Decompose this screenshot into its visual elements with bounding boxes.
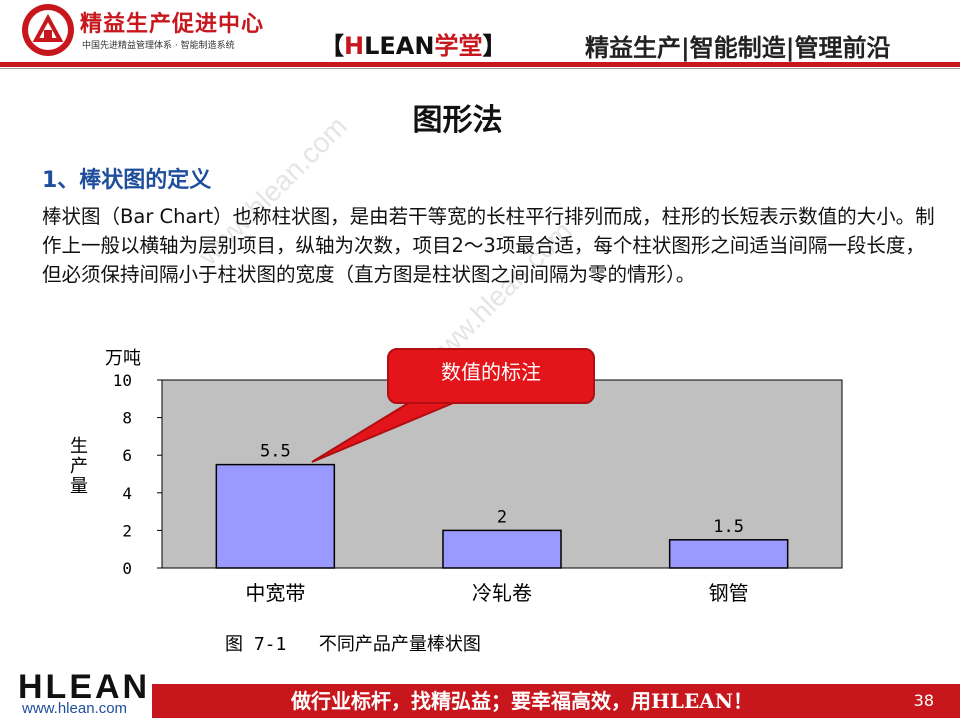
footer-url[interactable]: www.hlean.com xyxy=(22,700,128,717)
value-annotation-callout: 数值的标注 xyxy=(387,348,595,404)
brand-h: H xyxy=(344,32,365,60)
unit-label: 万吨 xyxy=(105,348,141,369)
y-tick-label: 10 xyxy=(113,371,132,390)
brand-bracket-close: 】 xyxy=(482,32,507,60)
x-tick-label: 中宽带 xyxy=(245,581,305,605)
definition-paragraph: 棒状图（Bar Chart）也称柱状图，是由若干等宽的长柱平行排列而成，柱形的长… xyxy=(42,205,935,286)
bar-钢管 xyxy=(668,539,789,569)
header-slogan: 精益生产|智能制造|管理前沿 xyxy=(585,34,891,62)
header-divider-thin xyxy=(0,68,960,69)
org-logo-inner xyxy=(28,10,68,50)
org-subtitle: 中国先进精益管理体系 · 智能制造系统 xyxy=(82,41,235,51)
x-tick-label: 钢管 xyxy=(709,581,749,605)
footer-bar: 做行业标杆，找精弘益；要幸福高效，用HLEAN！ 38 xyxy=(152,684,960,718)
bars xyxy=(215,463,789,569)
y-axis-label: 生产量 xyxy=(70,436,88,497)
bar-value-label: 2 xyxy=(497,507,507,527)
y-tick-label: 2 xyxy=(122,521,132,540)
y-tick-label: 0 xyxy=(122,559,132,578)
bar-value-label: 1.5 xyxy=(713,517,744,537)
slide-header: 精益生产促进中心 中国先进精益管理体系 · 智能制造系统 【HLEAN学堂】 精… xyxy=(0,0,960,70)
brand-study: 学堂 xyxy=(434,32,483,60)
brand-bracket-open: 【 xyxy=(320,32,344,60)
chart-caption: 图 7-1 不同产品产量棒状图 xyxy=(225,634,481,655)
page-number: 38 xyxy=(913,691,934,710)
x-tick-labels: 中宽带 冷轧卷 钢管 xyxy=(245,581,748,605)
header-divider xyxy=(0,62,960,67)
bar-value-label: 5.5 xyxy=(260,442,291,462)
y-axis: 0 2 4 6 8 10 xyxy=(113,371,162,578)
logo-mark-icon xyxy=(32,13,64,42)
org-title: 精益生产促进中心 xyxy=(80,12,265,37)
bar-中宽带 xyxy=(215,463,336,569)
footer-slogan: 做行业标杆，找精弘益；要幸福高效，用HLEAN！ xyxy=(290,689,753,713)
x-tick-label: 冷轧卷 xyxy=(472,581,532,605)
bar-chart: 0 2 4 6 8 10 5.5 2 1.5 中宽带 冷轧卷 钢管 万吨 生产量 图 7-1 不同… xyxy=(70,348,843,655)
y-tick-label: 4 xyxy=(122,484,132,503)
slide-title: 图形法 xyxy=(412,103,503,138)
footer-logo: HLEAN xyxy=(18,668,151,706)
section-title: 1、棒状图的定义 xyxy=(42,168,212,193)
brand-lean: LEAN xyxy=(364,32,435,60)
brand-title: 【HLEAN学堂】 xyxy=(320,26,506,61)
y-tick-label: 6 xyxy=(122,446,132,465)
value-labels: 5.5 2 1.5 xyxy=(260,442,744,537)
bar-冷轧卷 xyxy=(442,529,562,569)
y-tick-label: 8 xyxy=(122,409,132,428)
